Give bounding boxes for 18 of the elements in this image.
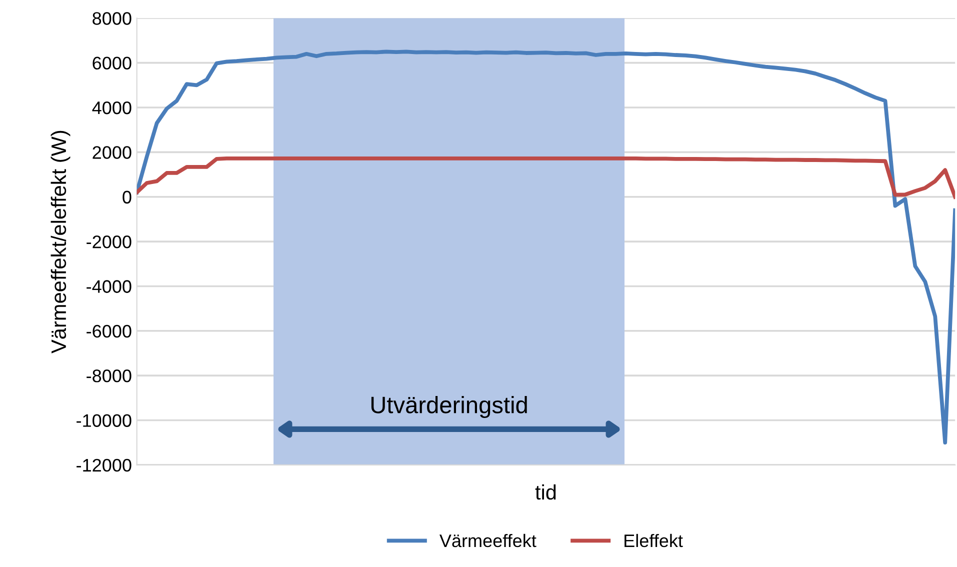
y-tick-label: -10000: [76, 414, 132, 427]
y-tick-label: 2000: [92, 146, 132, 159]
y-tick-label: -12000: [76, 458, 132, 472]
y-tick-label: 6000: [92, 56, 132, 70]
y-tick-label: 4000: [92, 101, 132, 114]
y-tick-label: -8000: [86, 370, 132, 382]
x-axis-title: tid: [535, 484, 556, 500]
line-series: [136, 156, 956, 199]
legend-label: Värmeeffekt: [439, 534, 536, 548]
y-tick-label: 8000: [92, 12, 132, 25]
line-series: [136, 50, 956, 445]
y-tick-label: -4000: [86, 280, 132, 293]
annotation: Utvärderingstid: [371, 396, 527, 418]
y-tick-label: -2000: [86, 235, 132, 248]
legend-label: Eleffekt: [624, 534, 683, 548]
y-axis-title: Värmeeffekt/eleffekt (W): [50, 130, 70, 354]
y-tick-label: -6000: [86, 324, 132, 338]
y-tick-label: 0: [122, 190, 132, 204]
